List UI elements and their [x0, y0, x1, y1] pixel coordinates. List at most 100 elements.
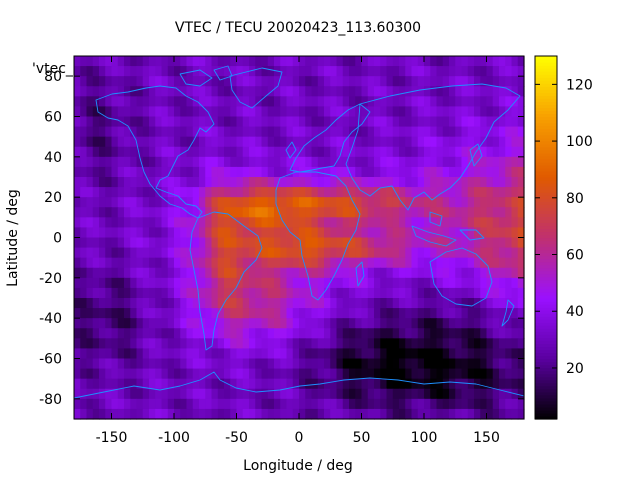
heatmap-cell — [274, 136, 281, 148]
heatmap-cell — [224, 187, 231, 198]
heatmap-cell — [242, 398, 250, 410]
heatmap-cell — [380, 287, 388, 299]
heatmap-cell — [236, 398, 244, 410]
heatmap-cell — [517, 56, 525, 67]
heatmap-cell — [136, 227, 144, 239]
heatmap-cell — [480, 298, 488, 309]
heatmap-cell — [242, 378, 250, 390]
heatmap-cell — [105, 287, 113, 299]
heatmap-cell — [380, 197, 388, 208]
heatmap-cell — [517, 197, 525, 208]
heatmap-cell — [380, 298, 388, 309]
heatmap-cell — [242, 197, 250, 208]
heatmap-cell — [380, 96, 388, 108]
heatmap-cell — [480, 247, 488, 259]
heatmap-cell — [292, 177, 300, 188]
heatmap-cell — [380, 136, 388, 148]
heatmap-cell — [361, 197, 369, 208]
coastline-asia — [345, 83, 521, 211]
heatmap-cell — [442, 247, 450, 259]
heatmap-cell — [380, 237, 388, 249]
heatmap-cell — [86, 217, 94, 229]
heatmap-cell — [174, 66, 181, 77]
heatmap-cell — [317, 217, 325, 229]
heatmap-cell — [242, 146, 250, 158]
heatmap-cell — [255, 398, 263, 410]
heatmap-cell — [299, 177, 306, 188]
y-tick-label: 80 — [44, 69, 62, 85]
heatmap-cell — [336, 287, 344, 299]
heatmap-cell — [367, 237, 375, 249]
heatmap-cell — [286, 207, 294, 218]
heatmap-cell — [299, 217, 306, 229]
heatmap-cell — [236, 156, 244, 168]
heatmap-cell — [305, 338, 313, 350]
heatmap-cell — [349, 156, 356, 168]
heatmap-cell — [355, 156, 363, 168]
heatmap-cell — [155, 156, 163, 168]
heatmap-cell — [436, 308, 444, 319]
heatmap-cell — [274, 86, 281, 97]
heatmap-cell — [455, 328, 463, 339]
heatmap-cell — [117, 207, 125, 218]
heatmap-cell — [180, 207, 188, 218]
heatmap-cell — [392, 237, 400, 249]
heatmap-cell — [405, 308, 413, 319]
heatmap-cell — [492, 86, 500, 97]
heatmap-cell — [499, 358, 506, 370]
heatmap-cell — [217, 136, 225, 148]
heatmap-cell — [405, 156, 413, 168]
heatmap-cell — [267, 66, 275, 77]
heatmap-cell — [424, 328, 431, 339]
heatmap-cell — [224, 318, 231, 329]
heatmap-cell — [511, 106, 519, 118]
heatmap-cell — [349, 378, 356, 390]
heatmap-cell — [411, 86, 419, 97]
heatmap-cell — [174, 287, 181, 299]
heatmap-cell — [211, 227, 219, 239]
heatmap-cell — [411, 298, 419, 309]
colorbar-segment — [535, 394, 557, 399]
heatmap-cell — [274, 408, 281, 420]
heatmap-cell — [467, 86, 475, 97]
heatmap-cell — [330, 267, 338, 279]
heatmap-cell — [199, 247, 206, 259]
heatmap-cell — [161, 267, 169, 279]
heatmap-cell — [392, 96, 400, 108]
heatmap-cell — [249, 398, 256, 410]
heatmap-cell — [486, 156, 494, 168]
colorbar-segment — [535, 89, 557, 93]
heatmap-cell — [349, 318, 356, 329]
heatmap-cell — [174, 76, 181, 87]
heatmap-cell — [205, 166, 213, 178]
heatmap-cell — [461, 227, 469, 239]
heatmap-cell — [292, 156, 300, 168]
heatmap-cell — [474, 277, 481, 289]
heatmap-cell — [361, 247, 369, 259]
colorbar-segment — [535, 279, 557, 284]
heatmap-cell — [261, 298, 269, 309]
heatmap-cell — [480, 197, 488, 208]
heatmap-cell — [161, 318, 169, 329]
heatmap-cell — [361, 348, 369, 360]
heatmap-cell — [174, 358, 181, 370]
heatmap-cell — [411, 66, 419, 77]
heatmap-cell — [330, 146, 338, 158]
heatmap-cell — [392, 207, 400, 218]
heatmap-cell — [461, 86, 469, 97]
heatmap-cell — [342, 237, 350, 249]
heatmap-cell — [417, 187, 425, 198]
heatmap-cell — [461, 328, 469, 339]
heatmap-cell — [449, 76, 456, 87]
heatmap-cell — [305, 277, 313, 289]
heatmap-cell — [486, 96, 494, 108]
heatmap-cell — [255, 348, 263, 360]
heatmap-cell — [511, 66, 519, 77]
heatmap-cell — [330, 388, 338, 400]
heatmap-cell — [192, 247, 200, 259]
heatmap-cell — [92, 267, 100, 279]
heatmap-cell — [92, 146, 100, 158]
heatmap-cell — [424, 398, 431, 410]
heatmap-cell — [92, 408, 100, 420]
heatmap-cell — [242, 358, 250, 370]
